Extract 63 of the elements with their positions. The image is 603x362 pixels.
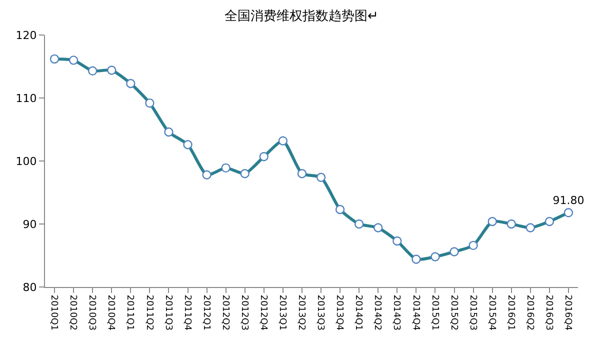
y-tick-label: 90 [22,218,37,231]
point [392,236,402,246]
point [335,204,345,214]
point [145,98,154,108]
point [412,254,421,264]
point [506,219,516,229]
x-tick-label: 2010Q1 [48,294,59,331]
x-tick-label: 2013Q2 [296,294,306,331]
chart-title: 全国消费维权指数趋势图↵ [224,8,378,24]
point [430,252,440,262]
x-tick-label: 2015Q3 [467,294,478,331]
x-tick-label: 2014Q4 [410,294,420,331]
point [259,152,269,162]
x-tick-label: 2016Q2 [524,294,534,331]
x-tick-label: 2015Q1 [429,294,440,331]
point [354,219,364,229]
x-tick-label: 2015Q4 [486,294,496,331]
point [126,78,136,88]
point [50,54,60,64]
point [374,223,383,232]
y-tick-label: 100 [16,154,37,168]
point [202,170,212,180]
point [297,169,307,178]
point [564,208,574,218]
x-tick-label: 2011Q2 [144,294,154,331]
x-tick-label: 2011Q1 [124,294,135,331]
point [544,216,554,226]
data-label: 91.80 [552,194,584,207]
point [240,169,250,178]
x-tick-label: 2011Q4 [182,294,192,331]
x-tick-label: 2014Q1 [353,294,364,331]
point [107,66,116,75]
x-tick-label: 2012Q3 [238,294,249,331]
point [278,136,288,146]
x-tick-label: 2013Q1 [277,294,288,331]
y-tick-label: 120 [16,28,37,42]
x-tick-label: 2014Q2 [372,294,382,331]
x-tick-label: 2012Q2 [220,294,230,331]
x-tick-label: 2016Q4 [562,294,573,331]
point [488,216,497,226]
point [316,172,326,182]
point [526,223,536,232]
x-tick-label: 2016Q3 [544,294,554,331]
point [183,140,192,150]
x-tick-label: 2014Q3 [391,294,402,331]
y-tick-label: 80 [22,280,37,294]
point [68,56,78,65]
x-tick-label: 2010Q3 [86,294,97,331]
point [468,240,478,250]
x-tick-label: 2013Q3 [315,294,326,331]
point [88,66,98,76]
point [221,163,230,173]
x-tick-label: 2010Q2 [68,294,78,331]
x-tick-label: 2013Q4 [334,294,344,331]
x-tick-label: 2012Q4 [258,294,268,331]
x-tick-label: 2011Q3 [162,294,173,331]
x-tick-label: 2012Q1 [200,294,211,331]
x-tick-label: 2016Q1 [505,294,516,331]
x-tick-label: 2015Q2 [448,294,458,331]
point [164,127,174,137]
y-tick-label: 110 [16,92,37,105]
point [450,247,459,256]
x-tick-label: 2010Q4 [106,294,116,331]
